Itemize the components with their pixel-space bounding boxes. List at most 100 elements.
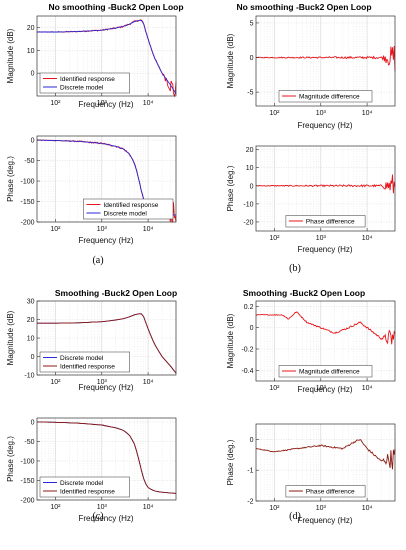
subplot: 5 0 -5 10² 10³ 10⁴ Frequency (Hz) Magnitude (dB…	[226, 15, 396, 130]
x-tick-label: 10³	[97, 226, 108, 233]
x-tick-label: 10³	[97, 379, 108, 386]
legend-box	[39, 72, 130, 94]
y-tick-label: -150	[20, 478, 34, 485]
y-tick-label: 0	[31, 354, 35, 361]
y-tick-label: -0.4	[241, 368, 253, 375]
y-tick-label: 20	[27, 25, 35, 32]
x-tick-label: 10²	[269, 505, 280, 512]
y-axis-label: Phase (deg.)	[6, 436, 15, 482]
x-tick-label: 10²	[269, 110, 280, 117]
y-tick-label: 0	[250, 437, 254, 444]
y-tick-label: -1	[247, 468, 253, 475]
series-line	[255, 45, 396, 72]
axes-frame	[255, 423, 396, 502]
legend-entry: Phase difference	[306, 218, 355, 225]
y-tick-label: 0	[31, 71, 35, 78]
chart-title: No smoothing -Buck2 Open Loop	[236, 2, 371, 12]
legend-box	[39, 476, 130, 498]
y-tick-label: 20	[27, 317, 35, 324]
x-axis-label: Frequency (Hz)	[297, 385, 352, 394]
legend-entry: Identified response	[60, 76, 115, 83]
series-line	[37, 313, 177, 374]
legend-entry: Discrete model	[60, 355, 104, 362]
x-tick-label: 10⁴	[362, 385, 373, 392]
x-tick-label: 10²	[50, 226, 61, 233]
x-tick-label: 10³	[316, 235, 327, 242]
series-line	[255, 174, 396, 194]
y-axis-label: Magnitude (dB)	[226, 313, 235, 368]
x-axis-label: Frequency (Hz)	[297, 121, 352, 130]
subplot: 0 -50 -100 -150 -200 10² 10³ 10⁴ Frequency (Hz) P…	[6, 417, 177, 523]
legend-entry: Identified response	[60, 488, 115, 495]
y-tick-label: 0.2	[244, 304, 254, 311]
x-tick-label: 10³	[97, 504, 108, 511]
y-tick-label: 0	[250, 325, 254, 332]
x-tick-label: 10²	[50, 100, 61, 107]
series-line	[255, 439, 396, 470]
y-axis-label: Magnitude (dB)	[6, 310, 15, 365]
y-tick-label: -50	[24, 439, 34, 446]
panel-caption: (a)	[92, 255, 103, 266]
x-axis-label: Frequency (Hz)	[78, 383, 133, 392]
chart-title: No smoothing -Buck2 Open Loop	[48, 2, 183, 12]
y-tick-label: -200	[20, 498, 34, 505]
y-tick-label: -5	[247, 90, 253, 97]
x-axis-label: Frequency (Hz)	[78, 514, 133, 523]
x-tick-label: 10³	[316, 110, 327, 117]
legend-box	[278, 365, 373, 378]
x-tick-label: 10³	[97, 100, 108, 107]
legend-box	[285, 215, 366, 228]
x-tick-label: 10²	[50, 504, 61, 511]
legend-entry: Discrete model	[60, 480, 104, 487]
axes-frame	[36, 15, 177, 97]
y-axis-label: Phase (deg.)	[226, 439, 235, 485]
y-axis-label: Magnitude (dB)	[226, 33, 235, 88]
legend-entry: Discrete model	[103, 210, 147, 217]
y-tick-label: 0	[250, 55, 254, 62]
x-tick-label: 10⁴	[362, 110, 373, 117]
subplot: 0.2 0 -0.2 -0.4 10² 10³ 10⁴ Frequency (Hz) Magni…	[226, 300, 396, 394]
subplot: 0 -50 -100 -150 -200 10² 10³ 10⁴ Frequency (Hz) P…	[6, 135, 177, 245]
legend-entry: Phase difference	[306, 488, 355, 495]
series-line	[36, 421, 177, 494]
x-tick-label: 10²	[269, 235, 280, 242]
y-tick-label: 0	[250, 183, 254, 190]
axes-frame	[255, 15, 396, 107]
legend-entry: Discrete model	[60, 84, 104, 91]
axes-frame	[36, 417, 177, 501]
axes-frame	[255, 300, 396, 382]
x-tick-label: 10⁴	[143, 226, 154, 233]
y-tick-label: -100	[20, 458, 34, 465]
x-tick-label: 10³	[316, 505, 327, 512]
legend-entry: Identified response	[60, 363, 115, 370]
legend: Phase difference	[285, 215, 366, 228]
y-tick-label: 0	[31, 138, 35, 145]
axes-frame	[36, 135, 177, 223]
legend: Magnitude difference	[278, 90, 373, 103]
y-tick-label: 10	[246, 165, 254, 172]
x-tick-label: 10⁴	[143, 379, 154, 386]
x-tick-label: 10²	[269, 385, 280, 392]
y-tick-label: 20	[246, 147, 254, 154]
y-tick-label: -50	[24, 158, 34, 165]
legend-box	[39, 351, 130, 373]
legend-entry: Identified response	[103, 202, 158, 209]
x-axis-label: Frequency (Hz)	[78, 236, 133, 245]
y-tick-label: 0	[31, 419, 35, 426]
panel-caption: (d)	[289, 511, 301, 522]
x-axis-label: Frequency (Hz)	[297, 516, 352, 525]
y-tick-label: -20	[243, 219, 253, 226]
x-tick-label: 10⁴	[362, 235, 373, 242]
x-axis-label: Frequency (Hz)	[78, 100, 133, 109]
subplot: 30 20 10 0 -10 10² 10³ 10⁴ Frequency (Hz) Magnitu…	[6, 299, 177, 392]
legend: Phase difference	[285, 485, 366, 498]
legend: Magnitude difference	[278, 365, 373, 378]
legend-box	[83, 198, 174, 220]
subplot: 20 10 0 -10 -20 10² 10³ 10⁴ Frequency (Hz) Phase …	[226, 145, 396, 254]
chart-title: Smoothing -Buck2 Open Loop	[55, 288, 177, 298]
